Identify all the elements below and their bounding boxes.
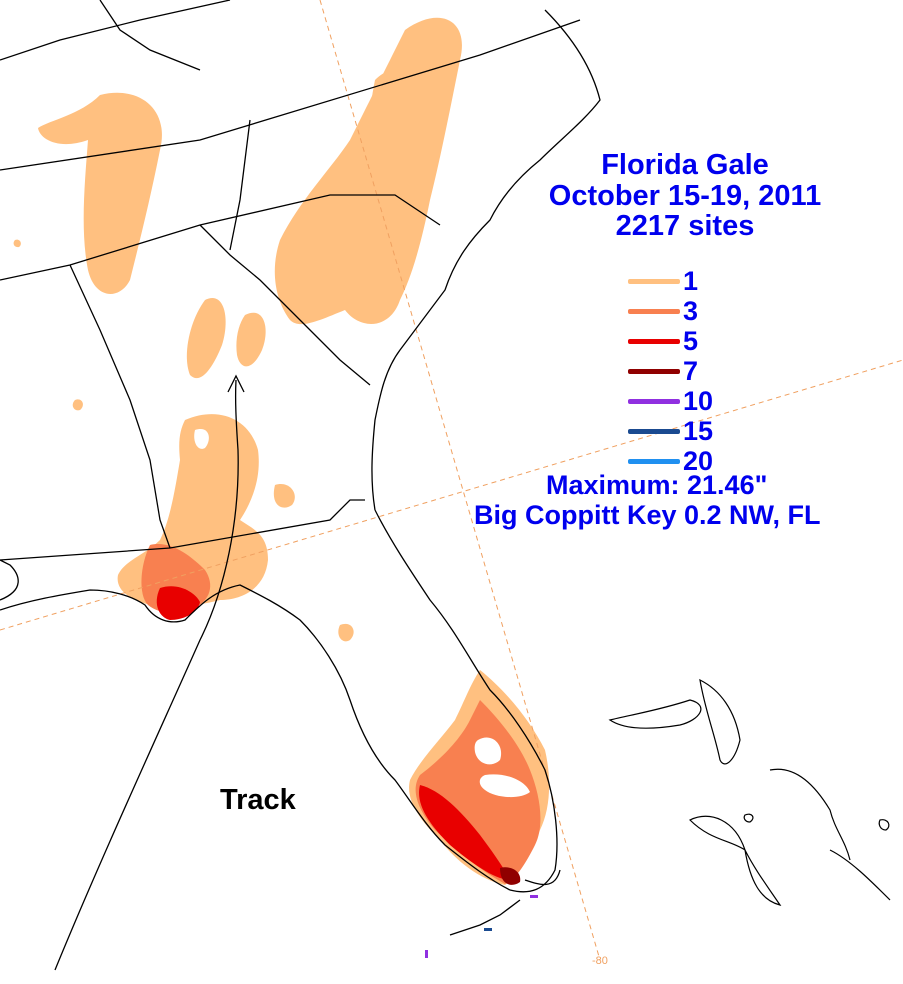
hole-lake-okeechobee	[474, 737, 502, 765]
legend-item: 3	[628, 296, 738, 326]
ky-tn-border	[0, 0, 231, 61]
ga-sc-border	[199, 224, 371, 386]
rain-area-fl-small	[338, 623, 354, 642]
legend-label: 3	[683, 296, 699, 326]
island-exuma	[829, 849, 891, 901]
rain-area-dot-2	[13, 239, 21, 248]
legend-swatch	[628, 429, 680, 434]
graticule	[0, 0, 903, 961]
island-eleuthera	[769, 768, 851, 861]
legend-swatch	[628, 369, 680, 374]
rain-area-dot-1	[72, 399, 83, 411]
legend-label: 10	[683, 386, 714, 416]
rain-area-georgia-2	[236, 312, 266, 367]
rainfall-contour-3in	[141, 544, 541, 884]
legend-item: 7	[628, 356, 738, 386]
legend-label: 7	[683, 356, 699, 386]
rain-area-5in-panhandle	[156, 586, 200, 620]
marker-keys-2	[530, 895, 538, 898]
graticule-lat-30	[0, 359, 903, 631]
contour-holes	[194, 429, 530, 798]
tn-nc-va-border	[0, 19, 581, 171]
legend-item: 10	[628, 386, 738, 416]
track-label: Track	[220, 784, 296, 816]
title-line-1: Florida Gale	[601, 149, 769, 181]
island-small-1	[743, 813, 754, 823]
county-line-1	[229, 119, 251, 251]
rain-area-georgia-center	[186, 298, 226, 379]
ga-sc-nc-border	[0, 194, 441, 281]
legend-label: 5	[683, 326, 699, 356]
legend-item: 15	[628, 416, 738, 446]
legend-swatch	[628, 309, 680, 314]
county-line-2	[99, 0, 201, 71]
graticule-lon-80	[319, 0, 601, 961]
island-andros	[688, 815, 782, 906]
fl-east-coast	[374, 509, 558, 893]
rainfall-contour-5in	[156, 586, 510, 880]
maximum-location: Big Coppitt Key 0.2 NW, FL	[474, 500, 821, 530]
legend-item: 5	[628, 326, 738, 356]
island-grand-bahama	[608, 699, 702, 729]
legend-label: 15	[683, 416, 714, 446]
title-line-2: October 15-19, 2011	[548, 180, 822, 212]
fl-keys	[449, 869, 561, 936]
longitude-label: -80	[592, 955, 608, 967]
hole-south-fl	[479, 774, 530, 798]
marker-purple	[425, 950, 428, 958]
state-boundaries	[0, 0, 601, 936]
rain-area-7in-keys	[500, 867, 521, 885]
va-nc-coast	[371, 9, 601, 511]
legend-item: 20	[628, 446, 738, 476]
legend-label: 20	[683, 446, 714, 476]
title-line-3: 2217 sites	[615, 210, 755, 242]
rain-area-5in-south-fl	[419, 785, 510, 880]
gulf-coast-west	[0, 559, 19, 601]
legend-swatch	[628, 459, 680, 464]
al-ga-border	[69, 264, 171, 549]
rainfall-contour-7in	[500, 867, 521, 885]
rain-area-sw-georgia	[273, 484, 295, 508]
fl-ga-border	[0, 499, 365, 561]
legend-label: 1	[683, 266, 699, 296]
fl-west-coast	[0, 584, 511, 891]
track-arrowhead	[227, 374, 245, 393]
rain-area-nc-sc	[274, 17, 462, 325]
legend-swatch	[628, 399, 680, 404]
marker-keys-1	[484, 928, 492, 931]
rain-area-coastal-strip	[368, 70, 406, 180]
keys-markers	[425, 895, 538, 958]
legend-swatch	[628, 339, 680, 344]
storm-track	[54, 374, 245, 971]
maximum-value: Maximum: 21.46"	[546, 470, 768, 500]
islands	[608, 678, 891, 906]
hole-panhandle	[194, 429, 209, 449]
island-small-2	[878, 819, 890, 831]
island-abaco	[699, 678, 741, 765]
legend-swatch	[628, 279, 680, 284]
rain-area-nw-georgia	[38, 92, 162, 294]
track-line	[54, 379, 239, 971]
legend-item: 1	[628, 266, 738, 296]
